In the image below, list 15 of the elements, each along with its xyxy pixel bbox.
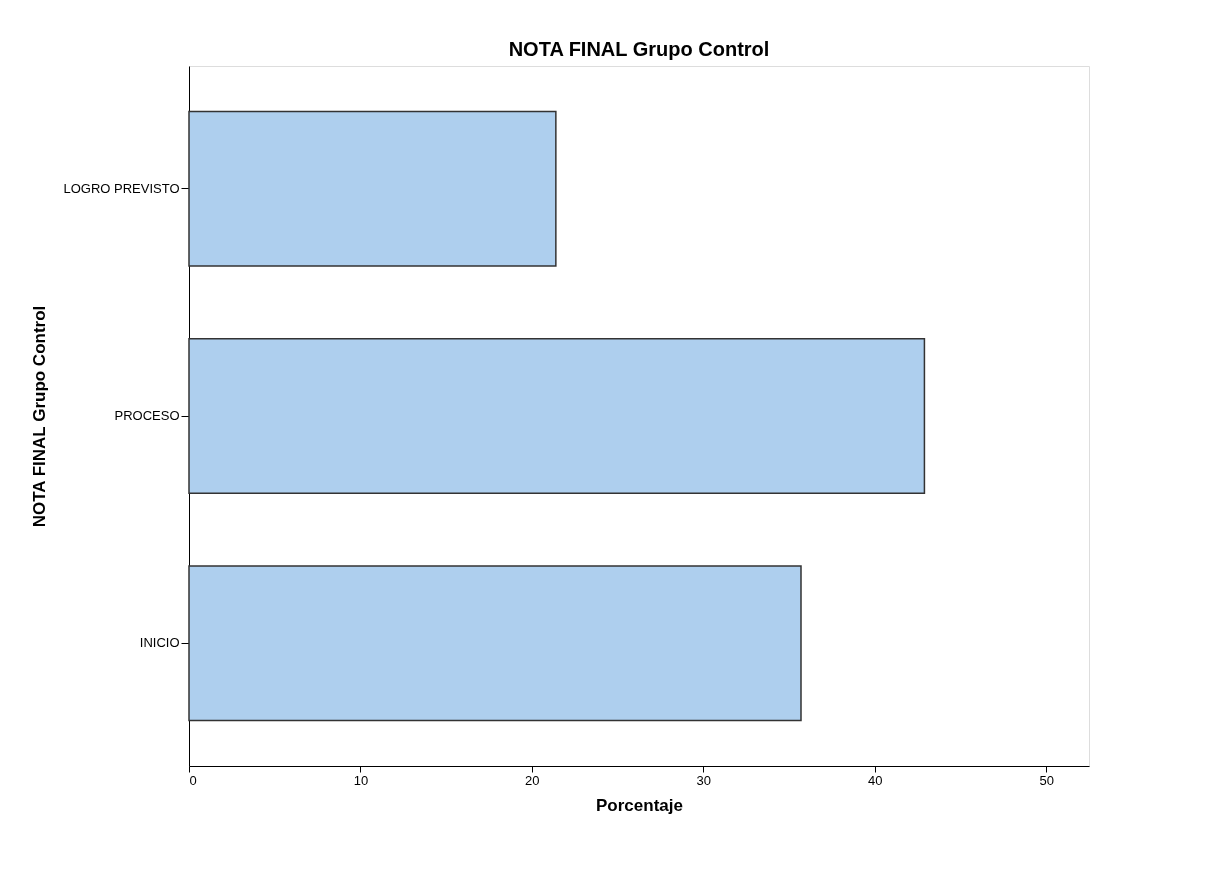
y-tick-label: LOGRO PREVISTO: [63, 180, 180, 196]
chart-title: NOTA FINAL Grupo Control: [508, 38, 770, 60]
y-tick-label: PROCESO: [114, 408, 180, 423]
x-tick-label: 40: [867, 772, 883, 788]
x-tick-label: 30: [696, 772, 712, 788]
x-axis-title: Porcentaje: [596, 795, 683, 815]
x-tick-label: 20: [525, 772, 540, 788]
bar: [188, 110, 557, 267]
x-tick-label: 0: [189, 772, 197, 788]
bar: [188, 337, 926, 495]
y-axis-title: NOTA FINAL Grupo Control: [30, 305, 50, 528]
x-tick-label: 10: [353, 772, 369, 788]
x-tick-label: 50: [1039, 772, 1054, 788]
bar: [188, 565, 802, 722]
y-tick-label: INICIO: [139, 635, 180, 651]
